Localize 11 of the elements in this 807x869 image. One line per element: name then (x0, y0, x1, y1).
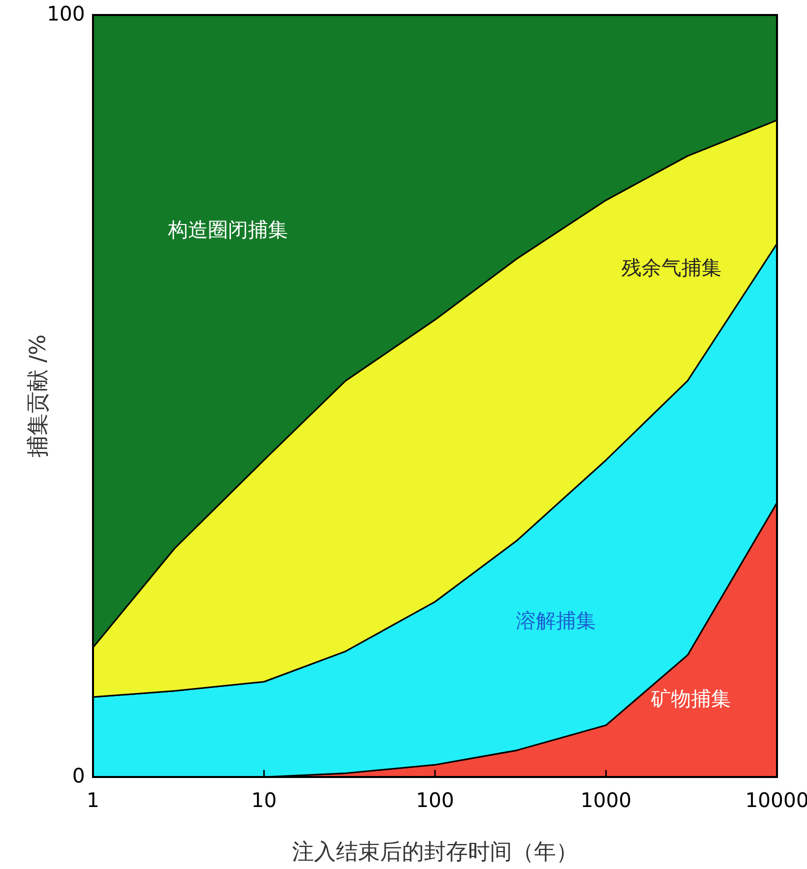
x-axis-title: 注入结束后的封存时间（年） (292, 840, 578, 865)
series-label: 矿物捕集 (650, 686, 732, 711)
x-tick-label: 10 (251, 788, 277, 812)
series-label: 残余气捕集 (621, 256, 722, 280)
series-label: 构造圈闭捕集 (167, 218, 288, 242)
y-tick-label: 0 (72, 763, 85, 788)
x-tick-label: 1000 (580, 788, 632, 812)
x-tick-label: 1 (86, 788, 100, 812)
x-tick-label: 100 (416, 788, 454, 812)
y-axis-title: 捕集贡献 /% (26, 334, 51, 458)
series-label: 溶解捕集 (516, 608, 596, 633)
